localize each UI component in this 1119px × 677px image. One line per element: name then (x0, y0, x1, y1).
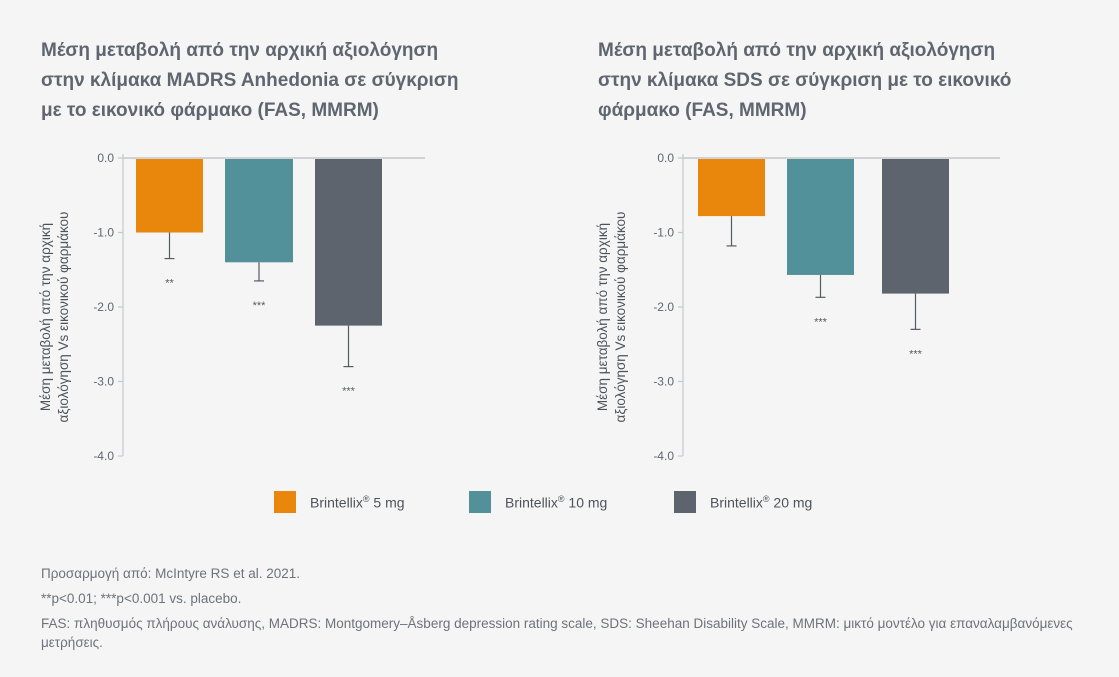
y-tick-label: -3.0 (93, 375, 114, 389)
bar-charts: 0.0 -1.0 -2.0 -3.0 -4.0 Μέση μεταβολή από την… (38, 151, 1000, 463)
significance-label: *** (814, 316, 828, 328)
y-axis-label: Μέση μεταβολή από την αρχική (595, 223, 610, 411)
bar (882, 159, 949, 294)
title-line: στην κλίμακα MADRS Anhedonia σε σύγκριση (41, 70, 459, 91)
legend-swatch-grey (674, 491, 696, 513)
y-tick-label: -4.0 (653, 449, 674, 463)
title-line: στην κλίμακα SDS σε σύγκριση με το εικον… (598, 70, 1012, 91)
legend-swatch-teal (469, 491, 491, 513)
y-tick-label: 0.0 (97, 151, 114, 165)
y-tick-label: -4.0 (93, 449, 114, 463)
legend-label: Brintellix® 20 mg (710, 493, 813, 511)
legend-label: Brintellix® 5 mg (310, 493, 405, 511)
bar (315, 159, 382, 326)
title-line: Μέση μεταβολή από την αρχική αξιολόγηση (41, 40, 439, 61)
y-tick-label: -2.0 (653, 300, 674, 314)
y-axis-label: αξιολόγηση Vs εικονικού φαρμάκου (56, 212, 71, 423)
footnotes: Προσαρμογή από: McIntyre RS et al. 2021.… (41, 564, 1081, 658)
title-line: με το εικονικό φάρμακο (FAS, MMRM) (41, 100, 379, 121)
bar (698, 159, 765, 217)
chart-title-madrs: Μέση μεταβολή από την αρχική αξιολόγηση … (41, 36, 541, 126)
footnote-source: Προσαρμογή από: McIntyre RS et al. 2021. (41, 566, 300, 581)
bar (136, 159, 203, 233)
y-axis-label: αξιολόγηση Vs εικονικού φαρμάκου (613, 212, 628, 423)
legend-label: Brintellix® 10 mg (505, 493, 608, 511)
significance-label: *** (909, 348, 923, 360)
y-tick-label: 0.0 (657, 151, 674, 165)
legend-swatch-orange (274, 491, 296, 513)
legend-item-5mg: Brintellix® 5 mg (274, 489, 405, 515)
footnote-significance: **p<0.01; ***p<0.001 vs. placebo. (41, 591, 242, 606)
significance-label: *** (342, 386, 356, 398)
bar (787, 159, 854, 275)
legend: Brintellix® 5 mg Brintellix® 10 mg Brint… (0, 489, 1119, 515)
y-tick-label: -1.0 (653, 226, 674, 240)
y-tick-label: -2.0 (93, 300, 114, 314)
y-tick-label: -1.0 (93, 226, 114, 240)
legend-item-10mg: Brintellix® 10 mg (469, 489, 607, 515)
bar (225, 159, 293, 263)
chart-title-sds: Μέση μεταβολή από την αρχική αξιολόγηση … (598, 36, 1098, 126)
y-axis-label: Μέση μεταβολή από την αρχική (38, 223, 53, 411)
footnote-abbreviations: FAS: πληθυσμός πλήρους ανάλυσης, MADRS: … (41, 616, 1073, 650)
significance-label: ** (165, 278, 174, 290)
legend-item-20mg: Brintellix® 20 mg (674, 489, 812, 515)
y-tick-label: -3.0 (653, 375, 674, 389)
title-line: Μέση μεταβολή από την αρχική αξιολόγηση (598, 40, 996, 61)
significance-label: *** (253, 300, 267, 312)
title-line: φάρμακο (FAS, MMRM) (598, 100, 807, 121)
